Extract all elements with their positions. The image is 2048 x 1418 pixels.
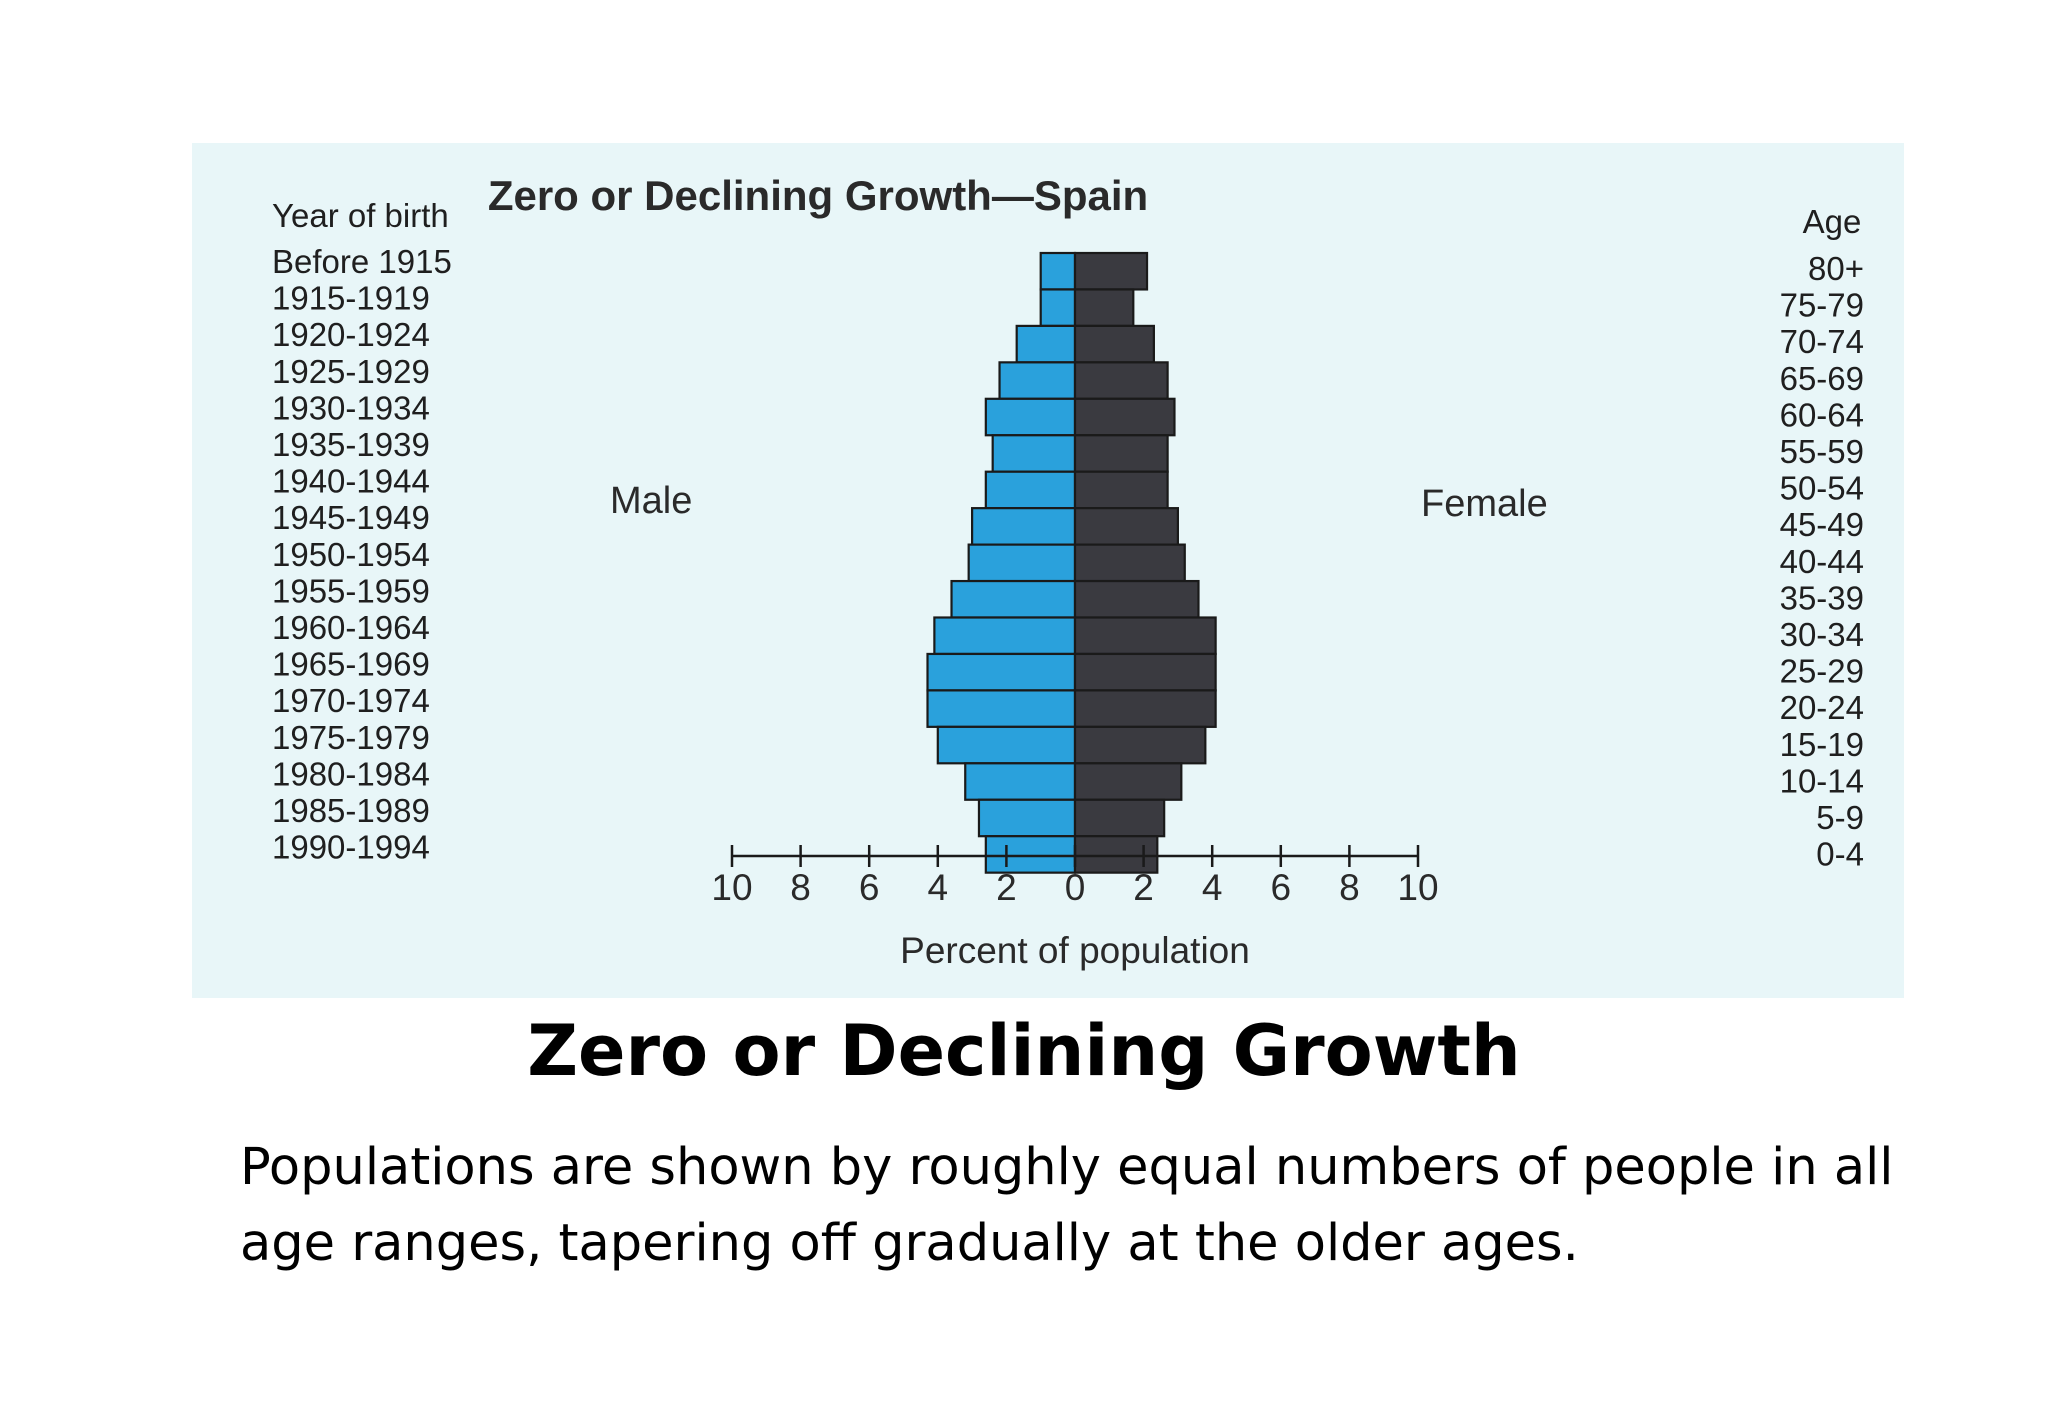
male-bar-80+ [1039, 251, 1077, 291]
male-bar-75-79 [1039, 288, 1077, 327]
female-bar-55-59 [1073, 434, 1169, 473]
age-label: 80+ [1808, 250, 1864, 287]
age-label: 40-44 [1780, 543, 1864, 580]
chart-title: Zero or Declining Growth—Spain [488, 172, 1148, 219]
year-of-birth-header: Year of birth [272, 197, 449, 234]
birth-year-label: 1975-1979 [272, 719, 430, 756]
male-bar-45-49 [970, 507, 1077, 546]
female-bar-70-74 [1073, 324, 1155, 364]
x-axis-label: Percent of population [900, 930, 1250, 971]
birth-year-label: 1940-1944 [272, 463, 430, 500]
male-bar-0-4 [984, 835, 1077, 874]
birth-year-label: 1985-1989 [272, 792, 430, 829]
slide-heading: Zero or Declining Growth [527, 1010, 1521, 1092]
chart-panel: Zero or Declining Growth—Spain Year of b… [192, 143, 1904, 998]
age-label: 60-64 [1780, 396, 1864, 433]
x-tick-label: 6 [859, 867, 880, 908]
male-bar-65-69 [998, 361, 1077, 400]
birth-year-label: 1950-1954 [272, 536, 430, 573]
male-bar-70-74 [1015, 324, 1077, 364]
population-pyramid-chart: Zero or Declining Growth—Spain Year of b… [272, 172, 1864, 971]
age-label: 45-49 [1780, 506, 1864, 543]
x-tick-label: 0 [1065, 867, 1086, 908]
age-label: 30-34 [1780, 616, 1864, 653]
female-bar-45-49 [1073, 507, 1180, 546]
birth-year-label: 1915-1919 [272, 280, 430, 317]
female-bar-25-29 [1073, 652, 1217, 692]
birth-year-label: 1925-1929 [272, 353, 430, 390]
age-labels: 80+75-7970-7465-6960-6455-5950-5445-4940… [1780, 250, 1864, 873]
x-tick-label: 4 [928, 867, 949, 908]
birth-year-label: 1930-1934 [272, 389, 430, 426]
male-bar-40-44 [967, 543, 1077, 583]
x-axis: 10 8 6 4 2 0 2 4 6 8 10 [711, 845, 1439, 908]
age-label: 5-9 [1816, 799, 1864, 836]
age-label: 20-24 [1780, 689, 1864, 726]
age-label: 70-74 [1780, 323, 1864, 360]
female-bar-60-64 [1073, 397, 1176, 437]
x-tick-label: 2 [996, 867, 1017, 908]
slide-body-text: Populations are shown by roughly equal n… [240, 1138, 1894, 1273]
birth-year-label: 1970-1974 [272, 682, 430, 719]
female-bar-10-14 [1073, 762, 1183, 801]
male-bar-25-29 [926, 652, 1077, 692]
birth-year-label: 1935-1939 [272, 426, 430, 463]
female-bar-65-69 [1073, 361, 1169, 400]
male-bar-55-59 [991, 434, 1077, 473]
age-label: 50-54 [1780, 470, 1864, 507]
age-label: 15-19 [1780, 726, 1864, 763]
female-bar-50-54 [1073, 470, 1169, 510]
birth-year-label: 1990-1994 [272, 829, 430, 866]
female-bar-30-34 [1073, 616, 1217, 656]
age-label: 25-29 [1780, 653, 1864, 690]
female-bar-75-79 [1073, 288, 1135, 327]
female-bar-20-24 [1073, 689, 1217, 728]
female-bar-15-19 [1073, 725, 1207, 765]
male-bar-5-9 [977, 798, 1077, 838]
male-bar-15-19 [936, 725, 1077, 765]
x-tick-label: 4 [1202, 867, 1223, 908]
male-bar-30-34 [933, 616, 1077, 656]
female-bar-35-39 [1073, 579, 1200, 619]
age-label: 0-4 [1816, 836, 1864, 873]
female-bar-40-44 [1073, 543, 1186, 583]
age-label: 10-14 [1780, 762, 1864, 799]
male-bar-20-24 [926, 689, 1077, 728]
birth-year-labels: Before 19151915-19191920-19241925-192919… [272, 243, 452, 866]
age-label: 55-59 [1780, 433, 1864, 470]
age-label: 75-79 [1780, 287, 1864, 324]
age-label: 65-69 [1780, 360, 1864, 397]
male-label: Male [610, 480, 692, 522]
birth-year-label: 1965-1969 [272, 646, 430, 683]
x-tick-label: 10 [711, 867, 752, 908]
birth-year-label: 1980-1984 [272, 755, 430, 792]
male-bar-60-64 [984, 397, 1077, 437]
birth-year-label: 1945-1949 [272, 499, 430, 536]
birth-year-label: Before 1915 [272, 243, 452, 280]
x-tick-label: 8 [1339, 867, 1360, 908]
age-label: 35-39 [1780, 579, 1864, 616]
age-header: Age [1803, 203, 1862, 240]
female-bar-80+ [1073, 251, 1149, 291]
male-bar-50-54 [984, 470, 1077, 510]
bars-group [926, 251, 1217, 874]
male-bar-10-14 [964, 762, 1077, 801]
x-tick-label: 2 [1133, 867, 1154, 908]
x-tick-label: 10 [1397, 867, 1438, 908]
x-tick-label: 8 [790, 867, 811, 908]
female-label: Female [1421, 483, 1548, 525]
male-bar-35-39 [950, 579, 1077, 619]
birth-year-label: 1960-1964 [272, 609, 430, 646]
birth-year-label: 1955-1959 [272, 572, 430, 609]
birth-year-label: 1920-1924 [272, 316, 430, 353]
x-tick-label: 6 [1271, 867, 1292, 908]
female-bar-5-9 [1073, 798, 1166, 838]
